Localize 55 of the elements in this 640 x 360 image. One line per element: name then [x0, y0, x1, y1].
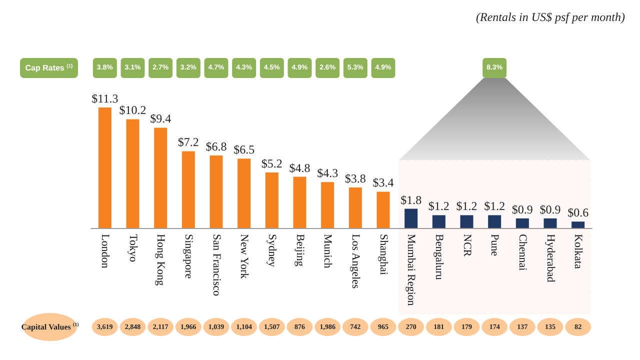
- x-tick-label: New York: [238, 234, 250, 280]
- data-label: $4.3: [317, 166, 338, 180]
- data-label: $7.2: [178, 135, 199, 150]
- chart-title: (Rentals in US$ psf per month): [476, 10, 626, 24]
- data-label: $4.8: [289, 160, 310, 175]
- data-label: $6.5: [234, 142, 255, 157]
- x-tick-label: Hong Kong: [154, 234, 167, 286]
- bar: [321, 182, 334, 228]
- x-tick-label: Hyderabad: [544, 234, 556, 283]
- x-tick-label: Bengaluru: [432, 234, 445, 280]
- bar: [544, 218, 557, 228]
- x-tick-label: Los Angeles: [349, 234, 362, 289]
- bar: [348, 187, 362, 228]
- x-tick-label: Beijing: [294, 234, 306, 267]
- data-label: $1.8: [400, 192, 422, 207]
- data-label: $11.3: [92, 91, 118, 106]
- bar: [488, 215, 502, 228]
- x-tick-label: Kolkata: [572, 234, 584, 269]
- data-label: $5.2: [261, 156, 282, 171]
- bar: [265, 172, 278, 228]
- data-label: $10.2: [119, 103, 146, 118]
- bar: [516, 218, 529, 228]
- x-tick-label: London: [98, 234, 111, 269]
- bar: [460, 215, 474, 228]
- data-label: $1.2: [456, 199, 478, 214]
- x-tick-label: Chennai: [516, 234, 528, 271]
- x-tick-label: Tokyo: [126, 234, 139, 262]
- data-label: $1.2: [428, 199, 450, 214]
- x-tick-label: Munich: [322, 234, 334, 269]
- data-label: $6.8: [206, 139, 227, 154]
- bar: [238, 158, 251, 228]
- bar: [210, 155, 223, 228]
- data-label: $3.8: [344, 171, 366, 186]
- data-label: $1.2: [484, 199, 506, 214]
- data-label: $3.4: [372, 176, 394, 190]
- data-label: $9.4: [150, 112, 172, 126]
- x-tick-label: NCR: [460, 234, 473, 258]
- bar: [293, 176, 306, 228]
- bar: [182, 151, 195, 228]
- bar: [154, 128, 168, 228]
- x-tick-label: Mumbai Region: [405, 234, 418, 306]
- x-tick-label: San Francisco: [210, 234, 222, 297]
- bar: [432, 215, 446, 228]
- x-tick-label: Sydney: [266, 234, 278, 268]
- bar: [126, 119, 140, 228]
- bar: [376, 192, 390, 228]
- x-tick-label: Singapore: [182, 234, 194, 279]
- bar: [404, 208, 418, 228]
- x-tick-label: Shanghai: [377, 234, 390, 275]
- x-tick-label: Pune: [488, 234, 501, 256]
- bar: [572, 222, 585, 228]
- data-label: $0.9: [540, 202, 561, 216]
- data-label: $0.9: [512, 202, 533, 216]
- data-label: $0.6: [568, 206, 589, 220]
- bar: [98, 107, 112, 228]
